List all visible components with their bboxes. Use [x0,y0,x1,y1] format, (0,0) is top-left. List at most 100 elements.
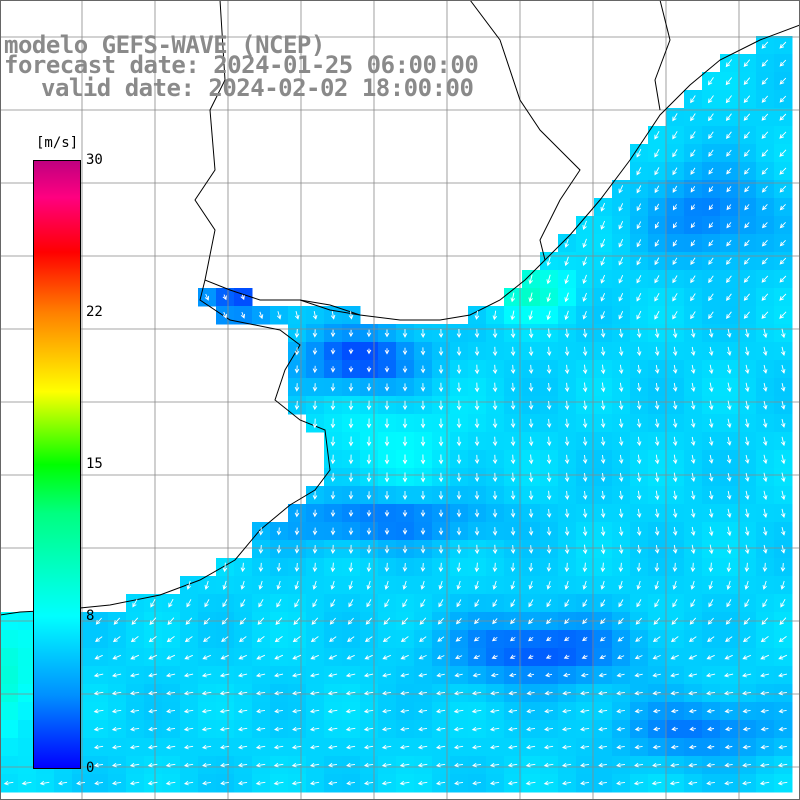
wind-arrow [330,491,336,500]
wind-arrow [579,726,590,732]
wind-arrow [708,544,714,555]
wind-arrow [528,328,534,339]
wind-arrow [384,491,390,500]
wind-arrow [491,636,498,642]
wind-speed-cell [0,666,19,685]
wind-arrow [420,490,426,500]
wind-arrow [294,527,300,536]
wind-arrow [708,167,714,175]
wind-arrow [599,654,606,660]
wind-arrow [436,672,445,678]
wind-arrow [744,186,750,193]
wind-arrow [113,617,121,625]
wind-arrow [582,618,588,625]
wind-arrow [636,562,642,573]
wind-arrow [454,672,463,678]
wind-arrow [654,167,660,176]
wind-speed-cell [0,630,19,649]
wind-speed-cell [18,702,37,721]
wind-arrow [725,77,733,86]
wind-arrow [129,762,140,768]
wind-arrow [203,617,211,625]
wind-arrow [201,744,212,750]
wind-arrow [510,292,516,303]
wind-arrow [166,690,176,696]
wind-arrow [690,222,696,229]
wind-arrow [330,527,336,536]
wind-arrow [779,77,787,85]
wind-arrow [402,472,408,483]
wind-arrow [148,726,158,732]
wind-arrow [255,762,266,768]
wind-arrow [167,617,175,626]
wind-arrow [492,599,498,608]
colorbar-unit: [m/s] [36,135,79,151]
wind-arrow [276,562,282,572]
wind-arrow [690,454,696,465]
wind-arrow [687,780,698,786]
wind-arrow [345,690,356,696]
wind-arrow [456,509,462,518]
wind-arrow [672,364,678,374]
wind-arrow [438,328,444,338]
wind-arrow [564,238,569,248]
wind-arrow [454,762,464,768]
wind-arrow [634,744,643,750]
wind-arrow [690,400,696,411]
wind-arrow [330,418,336,429]
wind-arrow [543,744,554,750]
wind-arrow [600,220,606,230]
wind-arrow [402,528,408,535]
wind-arrow [708,473,714,482]
wind-arrow [94,654,103,660]
wind-arrow [294,580,299,590]
wind-arrow [708,311,714,320]
wind-arrow [564,310,569,321]
wind-arrow [636,148,642,158]
wind-arrow [400,654,409,660]
wind-arrow [726,239,732,247]
wind-arrow [654,454,660,465]
wind-arrow [654,400,660,410]
wind-arrow [310,636,319,643]
wind-arrow [708,526,714,537]
wind-arrow [744,562,750,573]
wind-arrow [291,762,302,768]
wind-arrow [168,598,174,608]
wind-arrow [384,454,390,465]
wind-arrow [256,654,266,660]
wind-arrow [312,491,318,500]
wind-speed-cell [0,702,19,721]
wind-arrow [147,762,158,768]
wind-arrow [706,762,715,768]
wind-arrow [761,131,769,139]
wind-arrow [112,654,121,660]
wind-arrow [527,654,534,659]
wind-arrow [634,672,643,678]
wind-arrow [600,454,606,464]
wind-arrow [510,580,516,590]
wind-speed-field [0,36,793,793]
wind-arrow [688,708,697,714]
wind-arrow [652,762,662,768]
wind-arrow [688,672,698,678]
wind-arrow [598,672,607,678]
wind-arrow [654,185,660,194]
wind-arrow [708,222,714,229]
wind-arrow [183,708,194,714]
wind-arrow [492,527,498,536]
wind-arrow [438,580,443,590]
wind-arrow [438,491,444,500]
wind-arrow [492,418,498,429]
wind-arrow [366,436,372,447]
wind-arrow [744,472,750,482]
wind-arrow [580,672,589,678]
wind-arrow [561,726,572,732]
colorbar-tick: 8 [86,608,95,624]
wind-arrow [382,690,392,696]
wind-arrow [330,562,336,573]
wind-arrow [636,257,642,266]
wind-arrow [348,599,354,608]
wind-arrow [582,454,588,464]
